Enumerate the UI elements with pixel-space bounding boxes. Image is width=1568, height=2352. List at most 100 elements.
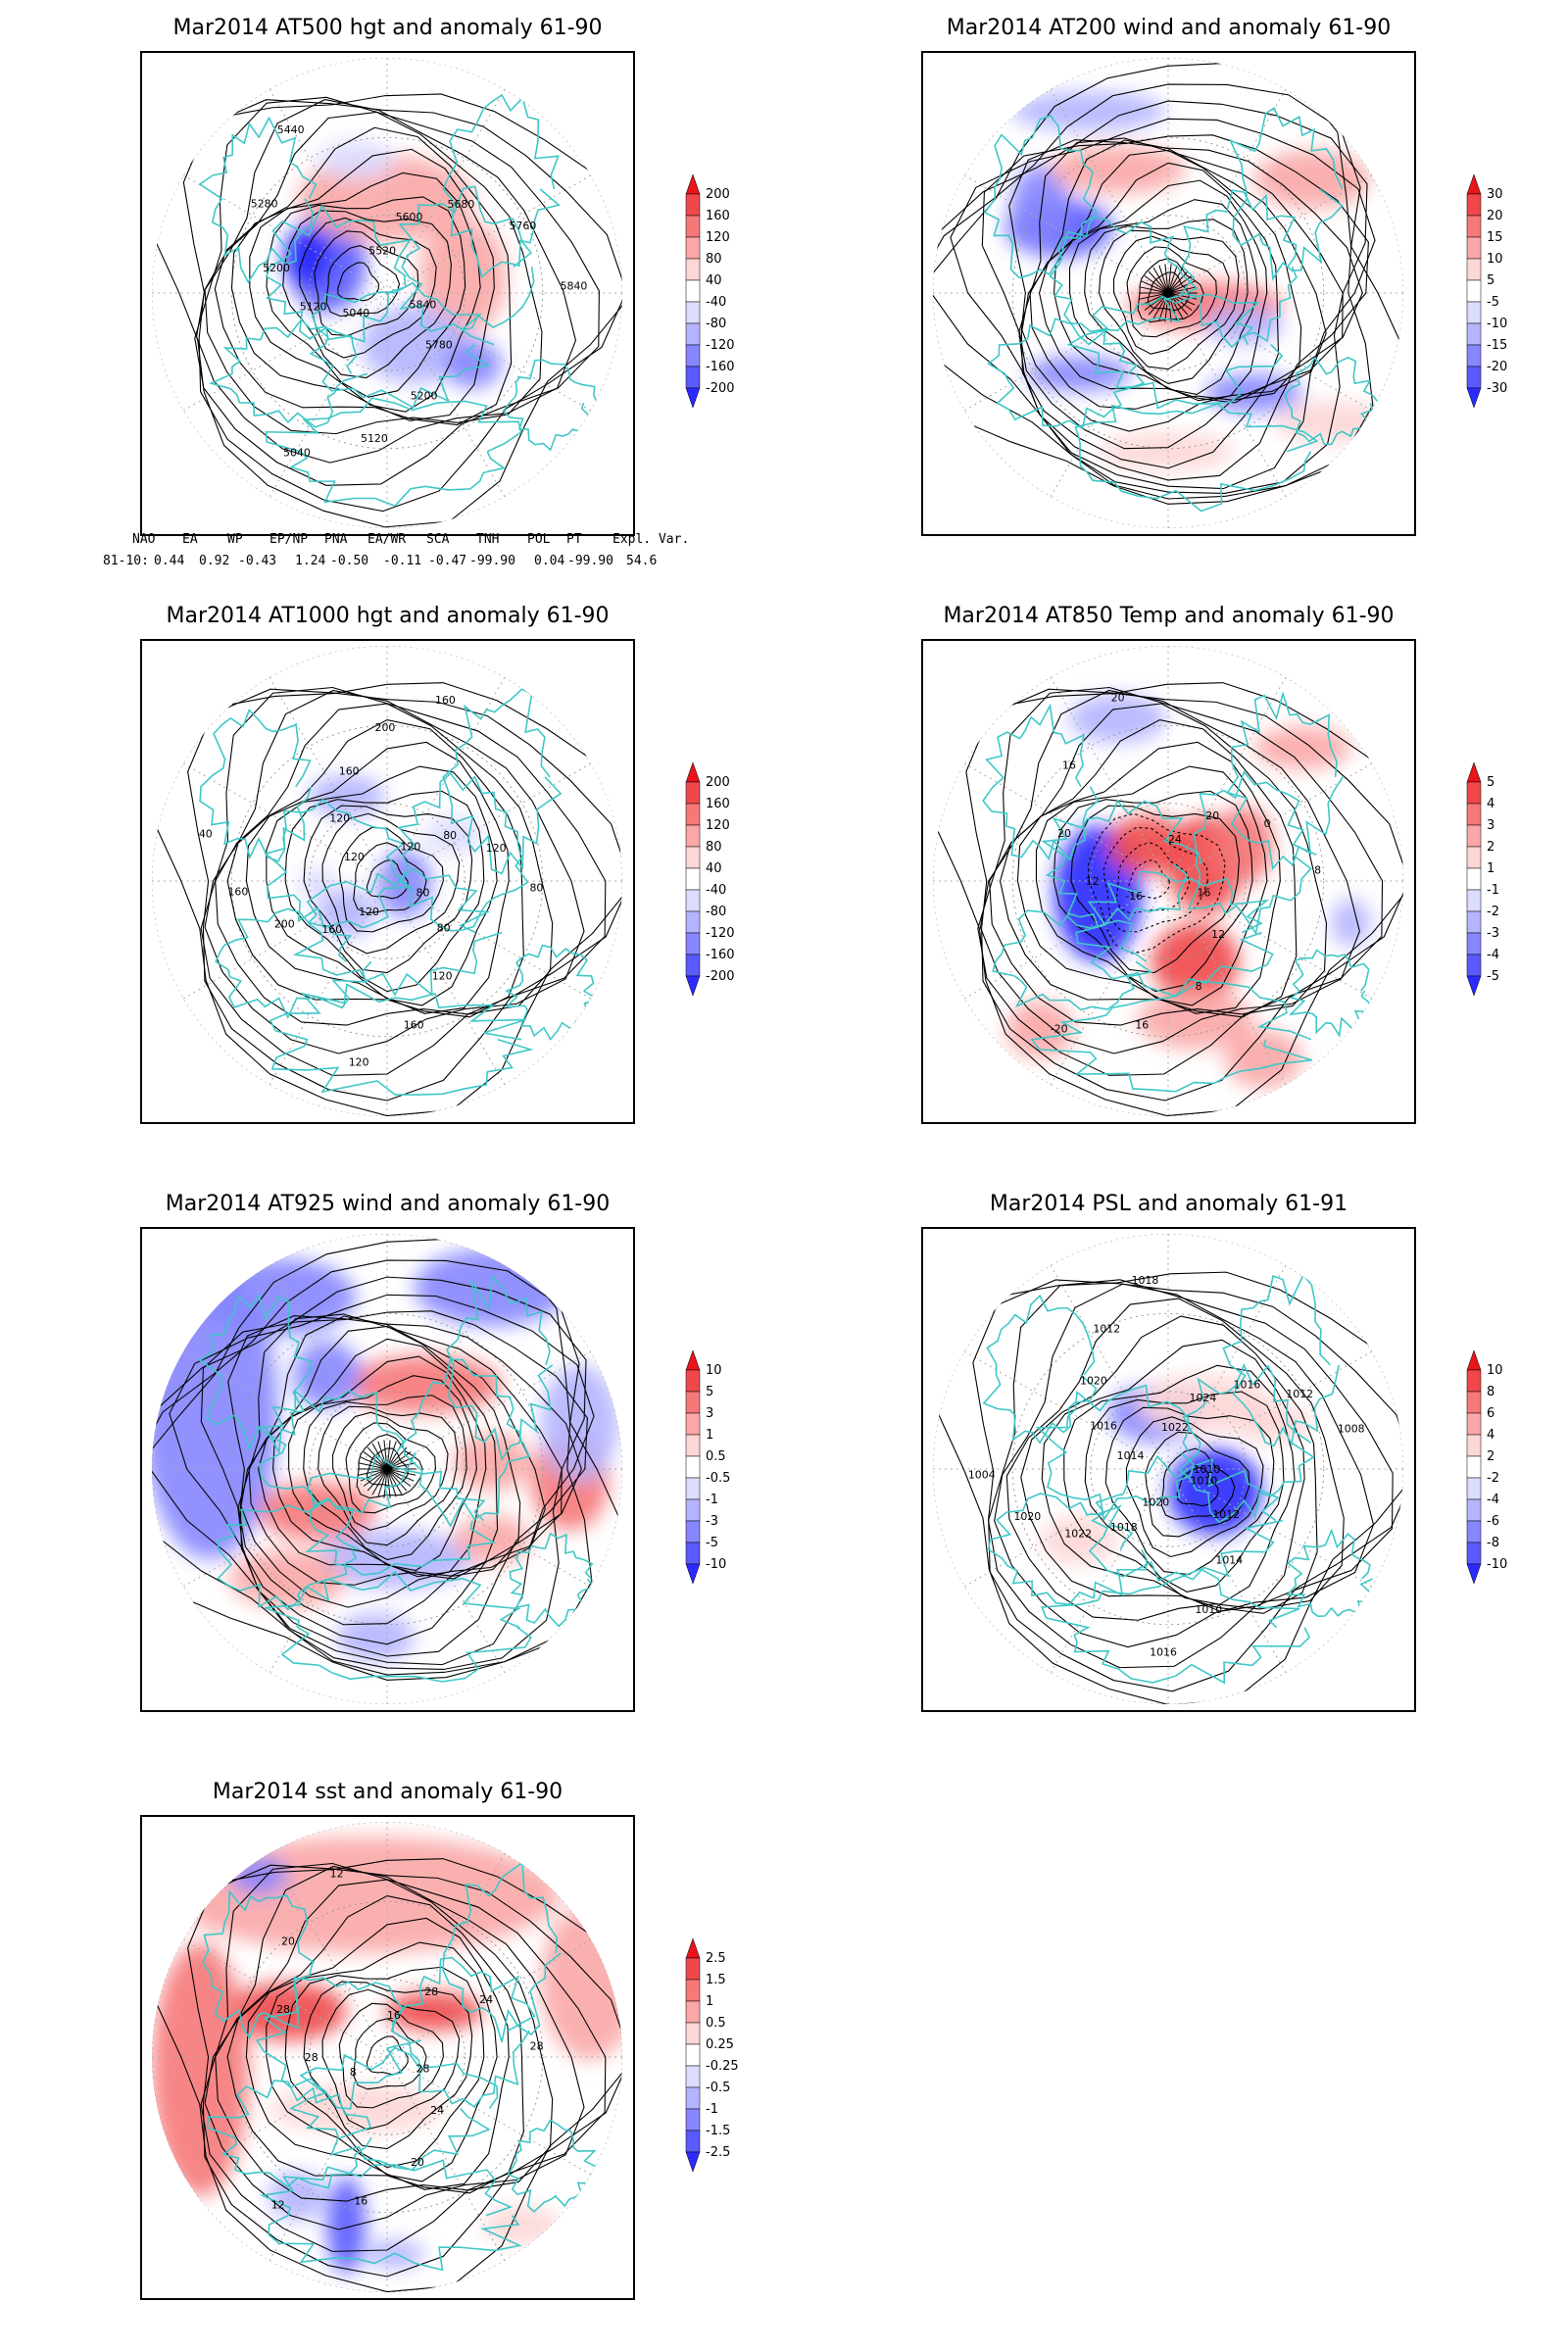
colorbar-label: 200 [706,775,730,790]
anomaly-shading [1331,898,1371,948]
anomaly-shading [346,1354,503,1414]
contour-label: 1008 [1338,1423,1365,1436]
colorbar-label: -6 [1487,1514,1499,1529]
colorbar-segment [685,846,701,869]
contour-label: 1014 [1215,1554,1243,1567]
contour-label: 5200 [263,262,290,274]
colorbar-label: -1 [1487,883,1499,898]
contour-label: 5780 [425,339,453,352]
contour-label: 120 [486,842,507,855]
colorbar-segment [1466,322,1482,346]
colorbar: 10 8 6 4 2 -2 -4 -6 -8 -10 [1466,1349,1536,1625]
contour-label: 28 [424,1985,438,1998]
contour-label: 120 [400,840,420,853]
anomaly-shading [1005,1001,1074,1059]
colorbar: 10 5 3 1 0.5 -0.5 -1 -3 -5 -10 [685,1349,755,1625]
contour-label: 1020 [1080,1375,1107,1388]
colorbar-label: -2 [1487,1471,1499,1486]
colorbar-label: 0.25 [706,2037,734,2052]
colorbar-segment [1466,215,1482,238]
colorbar-segment [1466,258,1482,281]
val-nao: 0.44 [154,554,185,568]
hdr-explvar: Expl. Var. [612,532,690,547]
coastlines [198,1274,596,1683]
colorbar-segment [1466,824,1482,848]
contour-label: 28 [416,2062,430,2075]
anomaly-shading [418,218,508,335]
contour-label: 160 [321,923,342,936]
polar-map: 5840 5780 5200 5120 5040 5040 5120 5200 5280 5440… [151,57,623,529]
colorbar-segment [1466,1520,1482,1544]
contour-label: 1020 [1142,1496,1169,1509]
map-frame: 1010 1012 1014 1010 1016 1020 1018 1022 1020 1004… [921,1227,1416,1712]
anomaly-shading [1152,922,1240,1002]
contour-lines [151,93,623,528]
anomaly-shading [297,866,337,902]
row-label: 81-10: [103,554,149,568]
colorbar-label: 20 [1487,209,1503,223]
colorbar-label: -3 [1487,926,1499,941]
colorbar-segment [685,193,701,217]
contour-label: -16 [1125,890,1143,903]
coastlines [982,691,1375,1093]
colorbar-segment [685,2043,701,2067]
contour-label: 20 [1205,809,1219,822]
colorbar-segment [685,824,701,848]
colorbar-segment [685,301,701,324]
colorbar-segment [1466,889,1482,912]
contour-label: 16 [387,2009,401,2022]
contour-label: 160 [404,1018,424,1031]
contour-label: 1010 [1191,1474,1218,1487]
polar-map: 1010 1012 1014 1010 1016 1020 1018 1022 1020 1004… [932,1233,1404,1705]
contour-label: 1010 [1194,1463,1221,1476]
colorbar-segment [685,954,701,977]
colorbar-label: 160 [706,797,730,811]
contour-label: 16 [1135,1018,1149,1031]
contour-label: 5280 [251,198,278,211]
contour-lines [936,1271,1404,1705]
colorbar-segment [685,1391,701,1414]
index-values-row: 81-10: 0.44 0.92 -0.43 1.24 -0.50 -0.11 … [103,554,710,571]
colorbar-segment [685,781,701,805]
contour-label: 1004 [968,1468,996,1481]
anomaly-shading [1253,726,1351,769]
contour-label: 1010 [1195,1603,1222,1616]
colorbar-segment [1466,344,1482,368]
contour-label: 16 [1198,886,1211,899]
colorbar-segment [1466,803,1482,826]
anomaly-shading [1010,91,1167,131]
val-ea: 0.92 [199,554,230,568]
index-headers: NAO EA WP EP/NP PNA EA/WR SCA TNH POL PT… [103,532,710,550]
colorbar-segment [1466,781,1482,805]
colorbar-label: 40 [706,273,722,288]
colorbar-segment [1466,366,1482,389]
colorbar-segment [1466,236,1482,260]
anomaly-shading [1253,150,1371,209]
colorbar-label: -2.5 [706,2145,730,2160]
colorbar-segment [1466,193,1482,217]
colorbar-segment [685,1498,701,1522]
contour-label: 16 [1062,759,1076,771]
colorbar: 200 160 120 80 40 -40 -80 -120 -160 -200 [685,173,755,449]
colorbar-segment [1466,910,1482,934]
colorbar-label: -8 [1487,1536,1499,1550]
anomaly-shading [1025,356,1133,392]
polar-map: 80 80 120 160 120 120 160 200 160 40 120 120 160 200 1… [151,645,623,1117]
contour-label: 20 [281,1935,295,1947]
val-pol: 0.04 [534,554,565,568]
colorbar-label: -3 [706,1514,718,1529]
colorbar-label: -10 [1487,1557,1507,1572]
colorbar-label: -0.5 [706,1471,730,1486]
contour-label: 28 [530,2040,544,2053]
colorbar-label: 4 [1487,1428,1494,1443]
colorbar-label: 120 [706,230,730,245]
colorbar-label: 30 [1487,187,1503,202]
contour-label: 5760 [510,220,537,232]
val-sca: -0.47 [428,554,467,568]
colorbar-label: 5 [706,1385,713,1399]
anomaly-shading [1107,815,1186,875]
panel-title: Mar2014 AT925 wind and anomaly 61-90 [165,1192,611,1216]
anomaly-shading [317,140,395,179]
contour-label: 5600 [396,211,423,223]
colorbar-segment [1466,1455,1482,1479]
